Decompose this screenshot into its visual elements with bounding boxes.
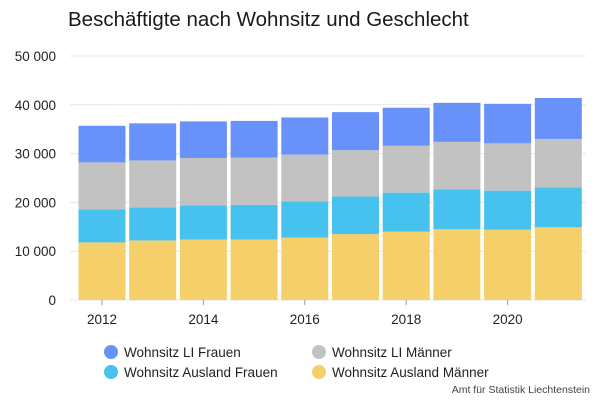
bar-segment [230,157,278,205]
bar-segment [484,143,532,191]
bar-segment [382,107,430,146]
y-tick-label: 40 000 [15,98,56,113]
x-tick-label: 2018 [391,312,421,327]
legend-label: Wohnsitz LI Männer [332,344,452,360]
bar-segment [534,138,582,188]
bar-segment [179,205,227,240]
bar-segment [230,204,278,240]
x-tick-label: 2016 [290,312,320,327]
bar-segment [179,157,227,206]
bar-segment [382,231,430,300]
bar-segment [281,237,329,300]
bar-segment [230,239,278,300]
bar-segment [129,207,177,241]
bar-segment [332,196,379,235]
chart-title: Beschäftigte nach Wohnsitz und Geschlech… [68,8,469,31]
y-axis-ticks: 0 10 000 20 000 30 000 40 000 50 000 [15,49,56,308]
bar-segment [433,229,481,300]
bar-segment [534,187,582,228]
legend-label: Wohnsitz Ausland Männer [332,364,489,380]
bar-segment [433,141,481,190]
bar-segment [484,190,532,230]
x-tick-label: 2014 [188,312,219,327]
bar-segment [78,209,126,243]
bar-segment [534,97,582,139]
x-axis-ticks: 2012 2014 2016 2018 2020 [87,300,523,327]
legend-label: Wohnsitz Ausland Frauen [124,364,278,380]
bar-segment [230,120,278,158]
bar-segment [534,227,582,300]
legend-item: Wohnsitz Ausland Frauen [104,364,312,380]
bar-segment [129,240,177,300]
bar-segment [179,239,227,300]
bar-segment [433,189,481,230]
bar-segment [332,112,379,151]
y-tick-label: 50 000 [15,49,56,64]
bar-segment [382,145,430,193]
y-tick-label: 0 [48,293,56,308]
bar-segment [129,123,177,161]
bar-segment [78,242,126,300]
y-tick-label: 30 000 [15,147,56,162]
bar-segment [281,117,329,155]
y-tick-label: 20 000 [15,195,56,210]
bar-segment [281,154,329,202]
bar-segment [129,160,177,208]
legend-item: Wohnsitz LI Männer [312,344,512,360]
source-note: Amt für Statistik Liechtenstein [451,384,590,396]
bar-segment [78,125,126,163]
legend: Wohnsitz LI Frauen Wohnsitz LI Männer Wohn… [104,344,524,380]
x-tick-label: 2020 [493,312,523,327]
bar-segment [281,201,329,238]
bar-segment [332,150,379,197]
bar-segment [332,234,379,300]
legend-item: Wohnsitz LI Frauen [104,344,312,360]
y-tick-label: 10 000 [15,244,56,259]
bar-segment [484,103,532,144]
legend-swatch [104,365,118,379]
bars [78,97,582,300]
bar-segment [78,162,126,210]
bar-segment [382,192,430,232]
bar-segment [179,121,227,158]
legend-item: Wohnsitz Ausland Männer [312,364,512,380]
legend-label: Wohnsitz LI Frauen [124,344,241,360]
bar-segment [433,102,481,142]
legend-swatch [312,365,326,379]
legend-swatch [312,345,326,359]
legend-swatch [104,345,118,359]
bar-segment [484,229,532,300]
x-tick-label: 2012 [87,312,117,327]
